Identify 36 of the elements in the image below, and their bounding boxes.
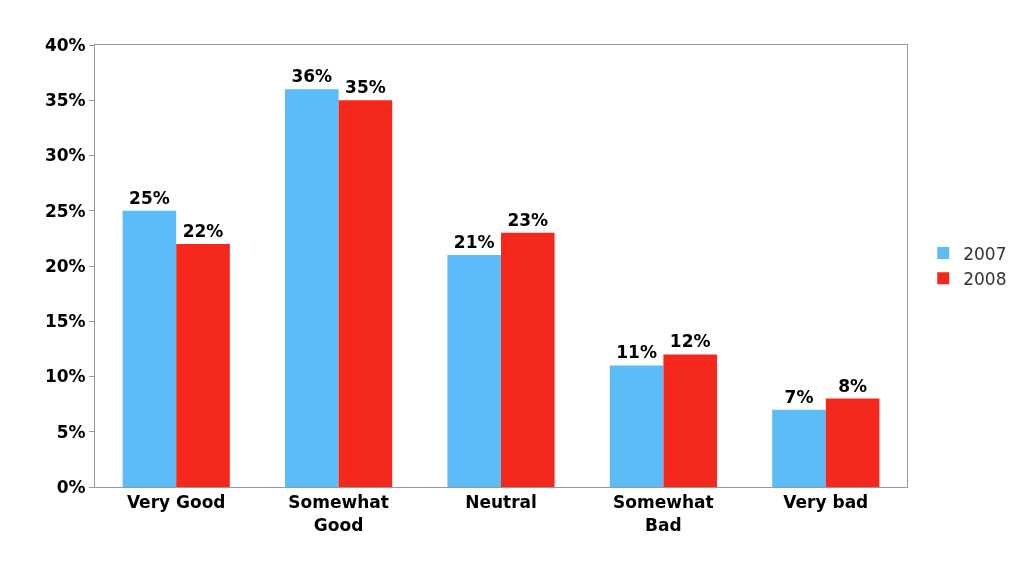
x-tick-label: Somewhat Good [288, 492, 389, 535]
y-tick-label: 15% [44, 311, 86, 332]
bar [338, 100, 393, 487]
data-label: 7% [784, 386, 814, 407]
y-tick-label: 25% [44, 200, 86, 221]
bar [825, 398, 880, 487]
y-tick-label: 30% [44, 145, 86, 166]
data-label: 22% [182, 220, 224, 241]
legend-label: 2007 [963, 243, 1007, 264]
data-label: 8% [838, 375, 868, 396]
x-tick-label: Very Good [126, 492, 226, 513]
legend-label: 2008 [963, 268, 1007, 289]
bar [447, 254, 501, 487]
data-label: 36% [291, 66, 333, 87]
data-label: 25% [129, 187, 170, 208]
data-label: 23% [507, 209, 549, 230]
bar [609, 365, 664, 487]
y-tick-label: 20% [44, 255, 86, 276]
bar [772, 409, 826, 487]
data-label: 11% [616, 342, 657, 363]
bar [663, 354, 717, 487]
data-label: 21% [453, 231, 495, 252]
y-tick-label: 10% [44, 366, 86, 387]
y-tick-label: 40% [44, 34, 86, 55]
bar [122, 210, 177, 487]
bar [501, 232, 555, 487]
x-tick-label: Somewhat Bad [613, 492, 714, 535]
x-tick-label: Very bad [783, 492, 869, 513]
bar [285, 89, 339, 487]
data-label: 12% [669, 331, 711, 352]
y-tick-label: 5% [56, 421, 86, 442]
y-tick-label: 0% [56, 476, 86, 497]
x-tick-label: Neutral [465, 492, 537, 513]
bar [176, 243, 230, 487]
y-tick-label: 35% [44, 90, 86, 111]
data-label: 35% [345, 77, 386, 98]
